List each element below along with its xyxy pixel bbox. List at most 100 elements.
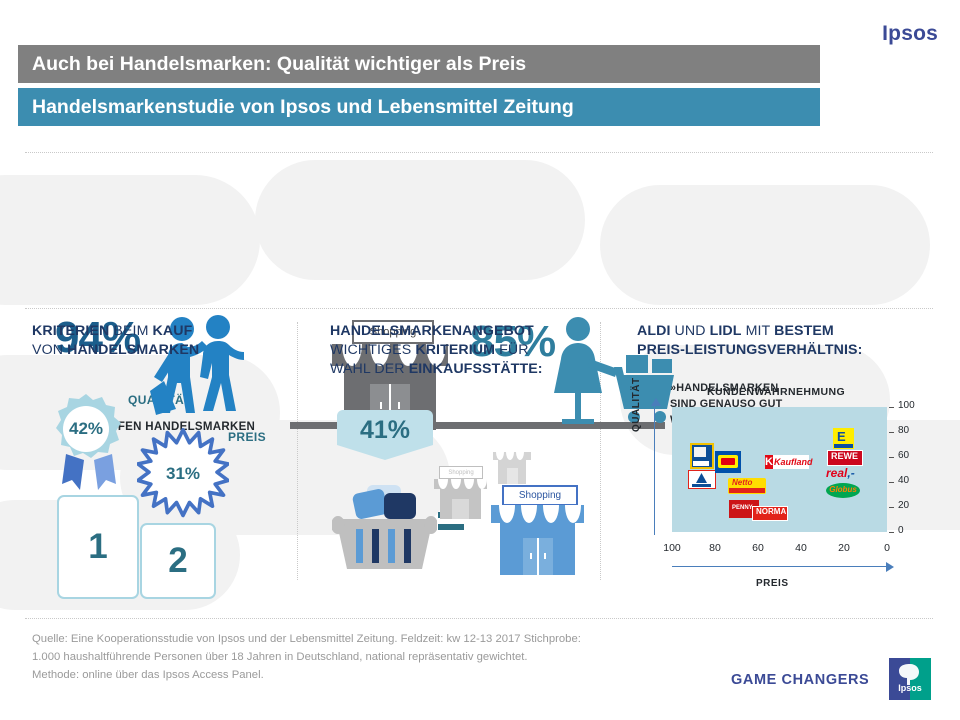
chart-y-tickmark (889, 532, 894, 533)
heading-kriterium: KRITERIUM (415, 342, 496, 358)
rank-podium-1: 1 (57, 495, 139, 599)
heading-handelsmarken: HANDELSMARKEN (67, 342, 200, 358)
divider-mid (25, 308, 933, 309)
heading-mit: MIT (741, 323, 775, 339)
store-icon-blue: Shopping (490, 485, 585, 575)
star-value-text: 31% (165, 464, 201, 483)
chart-x-tick-40: 40 (795, 542, 807, 554)
heading-lidl: LIDL (709, 323, 742, 339)
column-middle-heading: HANDELSMARKENANGEBOT WICHTIGES KRITERIUM… (330, 322, 595, 379)
chart-x-tick-60: 60 (752, 542, 764, 554)
source-note: Quelle: Eine Kooperationsstudie von Ipso… (32, 630, 732, 684)
chart-y-tick-80: 80 (898, 425, 910, 436)
shopper-trolley-icon (554, 317, 674, 424)
star-label-preis: PREIS (228, 430, 267, 444)
heading-von: VON (32, 342, 68, 358)
subheadline-text: Handelsmarkenstudie von Ipsos und Lebens… (32, 95, 574, 118)
divider-top (25, 152, 933, 153)
heading-und: UND (670, 323, 710, 339)
chart-title: KUNDENWAHRNEHMUNG (707, 386, 846, 398)
heading-fuer: FÜR (495, 342, 529, 358)
star-value-31: 31% (137, 428, 229, 520)
bg-blob (0, 175, 260, 305)
chart-logo-netto: Netto (728, 478, 766, 494)
stat-94-caption: KAUFEN HANDELSMARKEN (92, 421, 256, 433)
store-icon-grey-small-1: Shopping (433, 466, 488, 519)
column-middle: HANDELSMARKENANGEBOT WICHTIGES KRITERIUM… (330, 322, 595, 379)
chart-y-tick-0: 0 (898, 525, 904, 536)
rank-1-label: 1 (88, 527, 108, 566)
source-line-2: 1.000 haushaltführende Personen über 18 … (32, 651, 528, 663)
store-sign-blue: Shopping (502, 485, 578, 506)
ground-line-right (455, 422, 665, 429)
column-right-heading: ALDI UND LIDL MIT BESTEM PREIS-LEISTUNGS… (637, 322, 937, 360)
chart-y-axis-label: QUALITÄT (631, 377, 642, 432)
game-changers-tagline: GAME CHANGERS (731, 672, 870, 688)
heading-preis-leistung: PREIS-LEISTUNGSVERHÄLTNIS: (637, 342, 863, 358)
store-sign-blue-text: Shopping (518, 490, 562, 501)
stat-41-value: 41% (359, 416, 411, 444)
heading-kriterien: KRITERIEN (32, 323, 110, 339)
chart-y-tickmark (889, 457, 894, 458)
column-right: ALDI UND LIDL MIT BESTEM PREIS-LEISTUNGS… (637, 322, 937, 360)
chart-y-tickmark (889, 482, 894, 483)
rank-2-label: 2 (168, 541, 188, 580)
divider-col-1 (297, 322, 298, 580)
store-sign-text: Shopping (369, 326, 417, 338)
chart-logo-edeka: E (833, 428, 854, 449)
chart-y-tickmark (889, 507, 894, 508)
chart-logo-aldi-sued (688, 470, 716, 489)
chart-x-tick-0: 0 (884, 542, 890, 554)
source-line-3: Methode: online über das Ipsos Access Pa… (32, 669, 264, 681)
chart-logo-globus: Globus (826, 483, 860, 498)
bg-blob (255, 160, 585, 280)
chart-y-tick-40: 40 (898, 475, 910, 486)
chart-x-tick-20: 20 (838, 542, 850, 554)
store-awning-small-1 (434, 479, 487, 519)
headline-text: Auch bei Handelsmarken: Qualität wichtig… (32, 52, 527, 75)
divider-footer (25, 618, 933, 619)
shopping-basket-icon (332, 485, 437, 569)
chart-logo-penny: PENNY (729, 500, 759, 518)
quote-line-1: »HANDELSMARKEN (670, 382, 779, 394)
subheadline-bar: Handelsmarkenstudie von Ipsos und Lebens… (18, 88, 820, 126)
headline-bar: Auch bei Handelsmarken: Qualität wichtig… (18, 45, 820, 83)
source-line-1: Quelle: Eine Kooperationsstudie von Ipso… (32, 633, 581, 645)
rosette-ribbon-icon (62, 454, 116, 490)
chart-x-axis-label: PREIS (756, 578, 789, 589)
store-icon-grey-small-2 (492, 450, 532, 490)
heading-wichtiges: WICHTIGES (330, 342, 416, 358)
rank-podium-2: 2 (140, 523, 216, 599)
chart-x-tick-100: 100 (663, 542, 681, 554)
heading-aldi: ALDI (637, 323, 671, 339)
chart-logo-aldi-nord (690, 443, 714, 469)
bg-blob (600, 185, 930, 305)
heading-einkaufsstaette: EINKAUFSSTÄTTE: (408, 361, 543, 377)
chart-y-tick-20: 20 (898, 500, 910, 511)
chart-y-tick-60: 60 (898, 450, 910, 461)
chart-y-axis-arrow (651, 398, 661, 535)
chart-y-tickmark (889, 407, 894, 408)
store-sign: Shopping (352, 320, 434, 344)
stats-band: 94% KAUFEN HANDELSMARKEN Shopping (0, 150, 960, 433)
store-awning-blue (491, 505, 584, 575)
column-left-heading: KRITERIEN BEIM KAUF VON HANDELSMARKEN (32, 322, 287, 360)
store-sign-small-1-text: Shopping (448, 469, 474, 476)
chart-y-tick-100: 100 (898, 400, 915, 411)
chart-x-axis-arrow (672, 562, 894, 572)
heading-kauf: KAUF (152, 323, 193, 339)
chart-logo-rewe: REWE (827, 450, 863, 466)
badge-value-42: 42% (50, 393, 122, 465)
stat-85-value: 85% (470, 317, 556, 366)
column-left: KRITERIEN BEIM KAUF VON HANDELSMARKEN (32, 322, 287, 360)
divider-col-2 (600, 322, 601, 580)
heading-wahl-der: WAHL DER (330, 361, 409, 377)
shoppers-icon (150, 315, 244, 415)
store-sign-small-1: Shopping (439, 466, 483, 479)
badge-value-text: 42% (68, 419, 104, 438)
stat-94-value: 94% (55, 313, 141, 362)
svg-text:Ipsos: Ipsos (898, 683, 922, 693)
store-awning-small-2 (493, 452, 531, 484)
chart-logo-real: real,- (826, 466, 855, 480)
